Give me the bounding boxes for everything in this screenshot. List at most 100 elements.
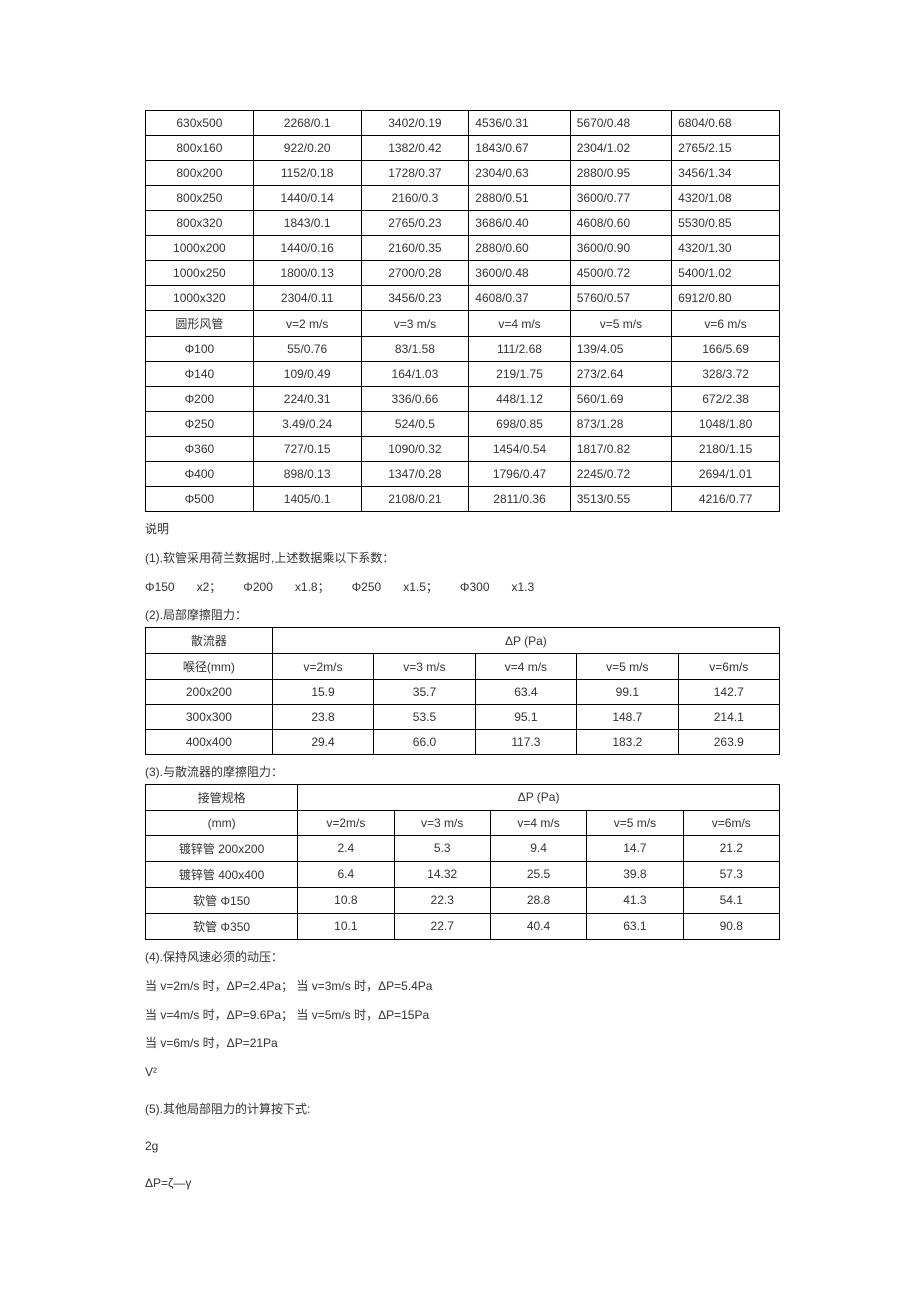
cell: 2268/0.1 [253,111,361,136]
cell: 83/1.58 [361,337,469,362]
coeff-token: x2； [197,576,222,599]
note-coeffs: Φ150x2；Φ200x1.8；Φ250x1.5；Φ300x1.3 [145,576,780,599]
note-2: (2).局部摩擦阻力： [145,604,780,627]
cell: 142.7 [678,680,779,705]
cell: 139/4.05 [570,337,671,362]
cell: 166/5.69 [672,337,780,362]
cell: 164/1.03 [361,362,469,387]
cell: v=5 m/s [570,311,671,337]
cell: 35.7 [374,680,475,705]
table-row: 800x3201843/0.12765/0.233686/0.404608/0.… [146,211,780,236]
cell: 2694/1.01 [672,462,780,487]
cell: 1048/1.80 [672,412,780,437]
cell: 14.32 [394,861,490,887]
cell: Φ140 [146,362,254,387]
cell: Φ100 [146,337,254,362]
cell: 9.4 [490,835,586,861]
cell: 5760/0.57 [570,286,671,311]
cell: 99.1 [577,680,678,705]
cell: 214.1 [678,705,779,730]
cell: 727/0.15 [253,437,361,462]
table-row: 800x2501440/0.142160/0.32880/0.513600/0.… [146,186,780,211]
table-row: 300x30023.853.595.1148.7214.1 [146,705,780,730]
coeff-token: Φ300 [460,576,490,599]
note-3: (3).与散流器的摩擦阻力： [145,761,780,784]
cell: 800x250 [146,186,254,211]
cell: 2765/2.15 [672,136,780,161]
note-4b: 当 v=4m/s 时，ΔP=9.6Pa； 当 v=5m/s 时，ΔP=15Pa [145,1004,780,1027]
table-row: 800x2001152/0.181728/0.372304/0.632880/0… [146,161,780,186]
table-row: 软管 Φ35010.122.740.463.190.8 [146,913,780,939]
cell: 3600/0.77 [570,186,671,211]
cell: v=2 m/s [253,311,361,337]
cell: 散流器 [146,628,273,654]
cell: 672/2.38 [672,387,780,412]
cell: 28.8 [490,887,586,913]
table-row: Φ360727/0.151090/0.321454/0.541817/0.822… [146,437,780,462]
note-5: (5).其他局部阻力的计算按下式: [145,1098,780,1121]
cell: 1000x320 [146,286,254,311]
cell: 1728/0.37 [361,161,469,186]
table-row: (mm)v=2m/sv=3 m/sv=4 m/sv=5 m/sv=6m/s [146,810,780,835]
cell: 4320/1.08 [672,186,780,211]
cell: 2245/0.72 [570,462,671,487]
cell: v=5 m/s [587,810,683,835]
cell: 3600/0.48 [469,261,570,286]
cell: 2304/0.11 [253,286,361,311]
table-row: 镀锌管 400x4006.414.3225.539.857.3 [146,861,780,887]
cell: 10.1 [298,913,394,939]
cell: 1405/0.1 [253,487,361,512]
cell: 4608/0.60 [570,211,671,236]
table-row: 接管规格ΔP (Pa) [146,784,780,810]
cell: 22.7 [394,913,490,939]
table-row: 软管 Φ15010.822.328.841.354.1 [146,887,780,913]
cell: 3686/0.40 [469,211,570,236]
table-row: 630x5002268/0.13402/0.194536/0.315670/0.… [146,111,780,136]
cell: 29.4 [272,730,373,755]
cell: 3513/0.55 [570,487,671,512]
cell: 698/0.85 [469,412,570,437]
cell: 1090/0.32 [361,437,469,462]
table-row: 喉径(mm)v=2m/sv=3 m/sv=4 m/sv=5 m/sv=6m/s [146,654,780,680]
cell: 15.9 [272,680,373,705]
note-4c: 当 v=6m/s 时，ΔP=21Pa [145,1032,780,1055]
cell: 63.4 [475,680,576,705]
cell: v=2m/s [272,654,373,680]
cell: 66.0 [374,730,475,755]
cell: 4536/0.31 [469,111,570,136]
cell: 2304/0.63 [469,161,570,186]
cell: 41.3 [587,887,683,913]
coeff-token: x1.8； [295,576,330,599]
cell: 109/0.49 [253,362,361,387]
coeff-token: x1.5； [403,576,438,599]
cell: 1796/0.47 [469,462,570,487]
cell: 5530/0.85 [672,211,780,236]
cell: 4500/0.72 [570,261,671,286]
cell: 273/2.64 [570,362,671,387]
table-row: 800x160922/0.201382/0.421843/0.672304/1.… [146,136,780,161]
cell: 2765/0.23 [361,211,469,236]
cell: 21.2 [683,835,779,861]
cell: 3600/0.90 [570,236,671,261]
cell: 111/2.68 [469,337,570,362]
cell: 2180/1.15 [672,437,780,462]
cell: 1152/0.18 [253,161,361,186]
note-v2: V² [145,1061,780,1084]
cell: 57.3 [683,861,779,887]
cell: 软管 Φ150 [146,887,298,913]
cell: 镀锌管 200x200 [146,835,298,861]
cell: 2880/0.95 [570,161,671,186]
table-row: 圆形风管v=2 m/sv=3 m/sv=4 m/sv=5 m/sv=6 m/s [146,311,780,337]
cell: 3456/0.23 [361,286,469,311]
cell: 1843/0.67 [469,136,570,161]
cell: 800x320 [146,211,254,236]
cell: 2880/0.60 [469,236,570,261]
cell: 1843/0.1 [253,211,361,236]
cell: 5670/0.48 [570,111,671,136]
cell: 3402/0.19 [361,111,469,136]
cell: v=4 m/s [490,810,586,835]
coeff-token: Φ250 [352,576,382,599]
table-row: 1000x2001440/0.162160/0.352880/0.603600/… [146,236,780,261]
cell: 873/1.28 [570,412,671,437]
cell: 2811/0.36 [469,487,570,512]
